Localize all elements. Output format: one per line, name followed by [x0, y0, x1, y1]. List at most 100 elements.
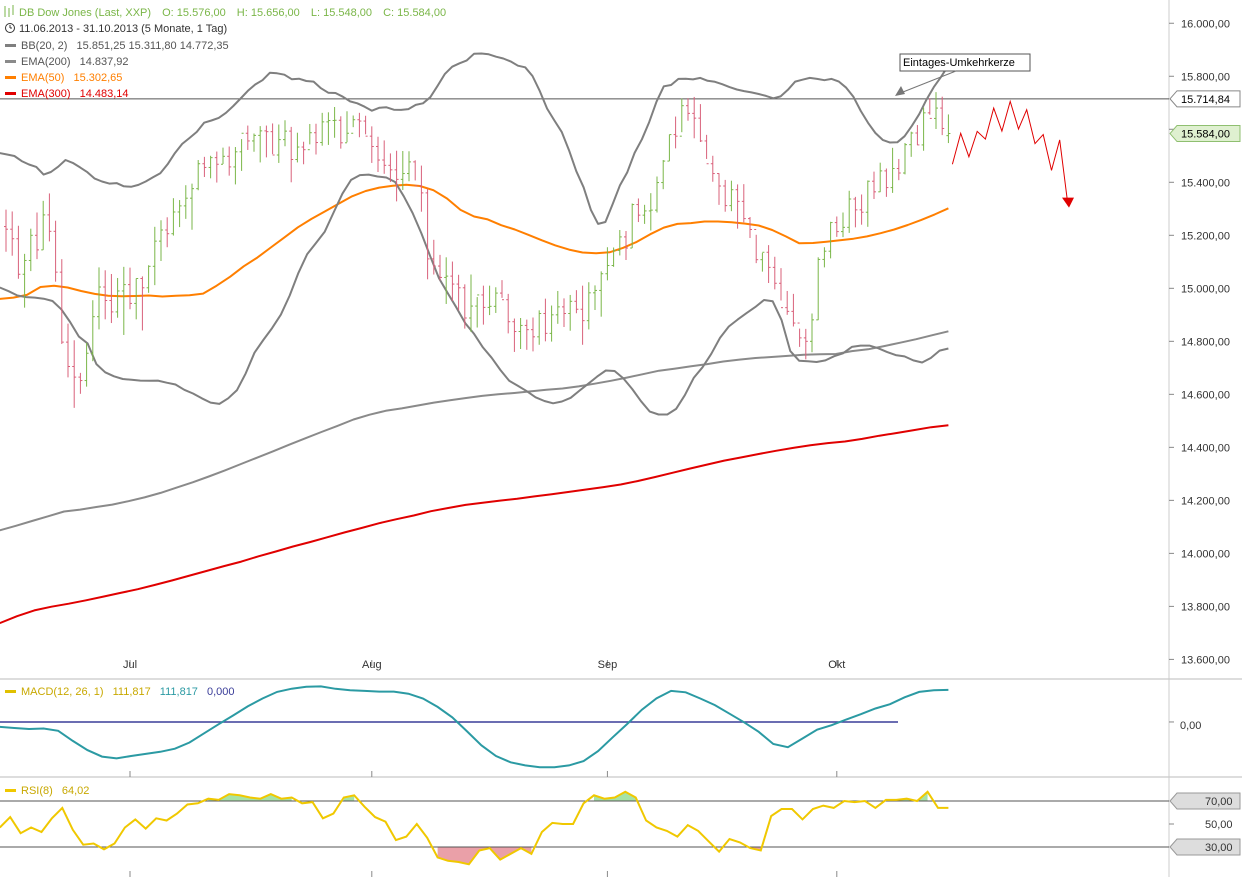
ohlc-bar [704, 134, 709, 165]
ohlc-bar [438, 254, 442, 281]
ohlc-bar [97, 267, 101, 330]
ema50-series [0, 183, 949, 300]
ohlc-bar [208, 155, 213, 179]
y-tick-label: 15.800,00 [1181, 71, 1230, 83]
macd-zero-tick: 0,00 [1180, 720, 1201, 732]
ohlc-bar [314, 123, 318, 155]
y-tick-label: 13.600,00 [1181, 654, 1230, 666]
ohlc-bar [245, 125, 250, 150]
ohlc-bar [828, 221, 833, 259]
rsi-swatch [5, 789, 16, 792]
ema200-swatch [5, 60, 16, 63]
ohlc-bar [655, 176, 659, 213]
ohlc-bar [599, 271, 604, 317]
ohlc-bar [636, 198, 641, 223]
y-tick-label: 14.400,00 [1181, 442, 1230, 454]
ohlc-bar [748, 217, 752, 238]
macd-swatch [5, 690, 16, 693]
legend: DB Dow Jones (Last, XXP) O: 15.576,00 H:… [4, 5, 446, 100]
ohlc-bar [531, 317, 535, 352]
ohlc-bar [66, 323, 70, 378]
ohlc-bar [72, 340, 77, 408]
ohlc-bar [345, 111, 349, 144]
ema300-swatch [5, 92, 16, 95]
ohlc-bar [165, 217, 170, 248]
ohlc-bar [865, 180, 870, 227]
ohlc-bar [921, 107, 926, 151]
ohlc-bar [624, 231, 628, 260]
ohlc-bar [84, 342, 89, 387]
ohlc-bar [376, 136, 380, 172]
ohlc-bar [419, 165, 424, 212]
bb-lower-line [0, 173, 949, 416]
annotation-box [899, 53, 1031, 72]
ohlc-bar [252, 133, 256, 152]
ohlc-bar [239, 132, 244, 171]
ohlc-bar [493, 287, 498, 313]
ohlc-bar [382, 140, 387, 174]
ohlc-bar [388, 153, 393, 183]
ohlc-bar [159, 220, 163, 262]
macd-line [0, 685, 949, 769]
ohlc-bar [890, 147, 895, 193]
macd-value-3: 0,000 [207, 686, 235, 698]
ohlc-bar [196, 160, 201, 191]
bb-legend-text: BB(20, 2) 15.851,25 15.311,80 14.772,35 [21, 40, 229, 52]
macd-label: MACD(12, 26, 1) [21, 686, 104, 698]
ohlc-bar [53, 220, 58, 282]
ohlc-bar [903, 143, 907, 175]
ohlc-bar [28, 228, 33, 272]
y-tick-label: 14.000,00 [1181, 548, 1230, 560]
rsi-value: 64,02 [62, 785, 90, 797]
ohlc-bar [103, 270, 108, 320]
rsi-tick-tag [1169, 792, 1241, 810]
ohlc-bar [283, 120, 287, 147]
ohlc-bar [878, 162, 883, 193]
ohlc-bar [568, 294, 573, 331]
ohlc-bar [673, 116, 678, 149]
y-tick-label: 16.000,00 [1181, 18, 1230, 30]
ohlc-bar [679, 98, 684, 137]
ema300-legend-text: EMA(300) 14.483,14 [21, 88, 129, 100]
ohlc-bar [884, 168, 889, 197]
ohlc-bar [152, 226, 157, 286]
price-tag-line-shape [1169, 90, 1241, 108]
annotation-arrow-icon [895, 86, 905, 96]
price-tag-last-shape [1169, 125, 1241, 143]
ohlc-bar [289, 126, 294, 183]
ohlc-bars [4, 92, 951, 408]
ohlc-bar [692, 96, 697, 139]
ohlc-bar [128, 267, 132, 310]
clock-icon [5, 23, 15, 33]
open-value: O: 15.576,00 [162, 7, 226, 19]
annotation: Eintages-Umkehrkerze [895, 53, 1031, 96]
ohlc-bar [400, 151, 405, 190]
ohlc-bar [190, 183, 194, 230]
ohlc-bar [202, 156, 207, 177]
ohlc-bar [146, 265, 151, 293]
ohlc-bar [555, 290, 560, 324]
projection-line [951, 99, 1069, 206]
ohlc-bar [741, 184, 746, 223]
y-tick-label: 15.400,00 [1181, 177, 1230, 189]
ohlc-bar [537, 310, 542, 345]
ohlc-bar [810, 313, 814, 353]
low-value: L: 15.548,00 [311, 7, 372, 19]
ohlc-bar [363, 115, 368, 137]
rsi-line [0, 790, 949, 866]
ema50-line [0, 183, 949, 300]
ohlc-bar [661, 160, 666, 190]
ohlc-bar [816, 257, 821, 321]
date-range: 11.06.2013 - 31.10.2013 (5 Monate, 1 Tag… [19, 23, 227, 35]
ohlc-bar [394, 150, 399, 202]
ohlc-bar [109, 274, 114, 324]
ohlc-bar [574, 290, 579, 314]
ohlc-bar [413, 160, 418, 187]
rsi-tick-tag [1169, 838, 1241, 856]
legend-title-row: DB Dow Jones (Last, XXP) O: 15.576,00 H:… [4, 5, 446, 19]
ohlc-bar [927, 98, 932, 119]
rsi-tick-label: 50,00 [1205, 819, 1233, 831]
ohlc-bar [518, 318, 523, 350]
ohlc-bar [35, 212, 39, 260]
rsi-ticks: 70,00 50,00 30,00 [1169, 792, 1241, 856]
